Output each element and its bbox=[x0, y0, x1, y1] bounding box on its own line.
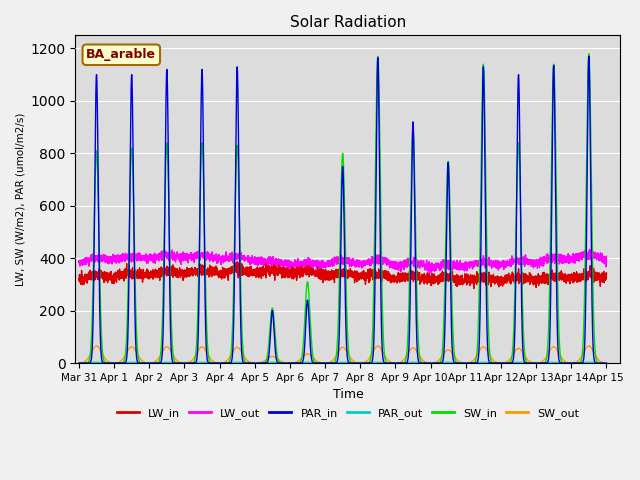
PAR_in bbox=[461, 360, 468, 366]
SW_out bbox=[93, 343, 100, 349]
LW_in bbox=[470, 286, 477, 291]
SW_out bbox=[461, 360, 468, 366]
Line: SW_out: SW_out bbox=[79, 346, 607, 363]
Line: LW_in: LW_in bbox=[79, 262, 607, 288]
SW_out bbox=[75, 360, 83, 366]
LW_in bbox=[491, 276, 499, 281]
PAR_in bbox=[286, 360, 294, 366]
SW_in bbox=[602, 360, 610, 366]
LW_in bbox=[234, 259, 241, 264]
SW_out bbox=[432, 360, 440, 365]
Line: LW_out: LW_out bbox=[79, 250, 607, 274]
SW_out bbox=[603, 360, 611, 366]
SW_out bbox=[286, 360, 294, 366]
SW_in bbox=[603, 360, 611, 366]
LW_out bbox=[426, 271, 433, 277]
Text: BA_arable: BA_arable bbox=[86, 48, 156, 61]
LW_in bbox=[170, 268, 177, 274]
SW_in bbox=[75, 360, 83, 366]
LW_out bbox=[75, 259, 83, 264]
LW_in bbox=[432, 279, 440, 285]
PAR_in bbox=[75, 360, 83, 366]
PAR_out bbox=[323, 360, 331, 366]
PAR_out bbox=[461, 360, 468, 366]
PAR_in bbox=[323, 360, 331, 366]
PAR_out bbox=[170, 360, 178, 366]
SW_out bbox=[602, 360, 610, 366]
LW_in bbox=[602, 272, 610, 277]
LW_out bbox=[586, 247, 593, 252]
SW_in bbox=[323, 360, 331, 366]
LW_in bbox=[461, 275, 468, 281]
SW_in bbox=[585, 51, 593, 57]
SW_in bbox=[170, 356, 177, 361]
LW_in bbox=[323, 274, 331, 280]
SW_out bbox=[491, 359, 499, 364]
PAR_in bbox=[602, 360, 610, 366]
PAR_in bbox=[603, 360, 611, 366]
Line: PAR_in: PAR_in bbox=[79, 56, 607, 363]
Y-axis label: LW, SW (W/m2), PAR (umol/m2/s): LW, SW (W/m2), PAR (umol/m2/s) bbox=[15, 112, 25, 286]
Line: SW_in: SW_in bbox=[79, 54, 607, 363]
LW_out bbox=[323, 263, 331, 269]
LW_out bbox=[432, 266, 440, 272]
PAR_in bbox=[491, 360, 499, 366]
PAR_in bbox=[585, 53, 593, 59]
PAR_out bbox=[491, 360, 499, 366]
LW_out bbox=[603, 253, 611, 259]
SW_in bbox=[286, 360, 294, 366]
Legend: LW_in, LW_out, PAR_in, PAR_out, SW_in, SW_out: LW_in, LW_out, PAR_in, PAR_out, SW_in, S… bbox=[113, 403, 583, 423]
SW_out bbox=[170, 353, 178, 359]
Line: PAR_out: PAR_out bbox=[79, 362, 607, 363]
LW_in bbox=[603, 270, 611, 276]
LW_out bbox=[491, 261, 499, 267]
SW_out bbox=[323, 360, 331, 366]
SW_in bbox=[432, 360, 440, 366]
LW_in bbox=[75, 277, 83, 283]
X-axis label: Time: Time bbox=[333, 388, 364, 401]
Title: Solar Radiation: Solar Radiation bbox=[290, 15, 406, 30]
PAR_out bbox=[75, 360, 83, 366]
SW_in bbox=[491, 360, 499, 366]
PAR_in bbox=[432, 360, 440, 366]
LW_out bbox=[170, 254, 177, 260]
PAR_out bbox=[93, 360, 100, 365]
PAR_in bbox=[170, 360, 177, 366]
PAR_out bbox=[432, 360, 440, 366]
LW_out bbox=[461, 262, 468, 268]
LW_out bbox=[602, 264, 610, 270]
SW_in bbox=[461, 360, 468, 366]
PAR_out bbox=[603, 360, 611, 366]
PAR_out bbox=[602, 360, 610, 366]
